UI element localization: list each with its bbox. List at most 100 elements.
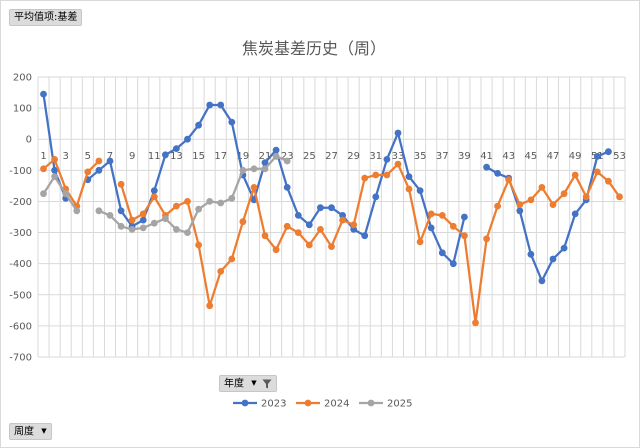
- x-tick-label: 3: [63, 151, 69, 162]
- data-point-2023: [549, 255, 557, 263]
- x-tick-label: 47: [547, 151, 560, 162]
- data-point-2024: [339, 216, 346, 224]
- data-point-2023: [427, 224, 435, 232]
- filter-icon: [262, 379, 272, 388]
- data-point-2025: [184, 229, 191, 237]
- data-point-2024: [516, 201, 524, 209]
- data-point-2025: [128, 226, 136, 233]
- x-tick-label: 35: [414, 151, 427, 162]
- data-point-2025: [239, 166, 247, 174]
- data-point-2025: [217, 199, 225, 207]
- data-point-2023: [184, 135, 191, 143]
- data-point-2024: [84, 168, 92, 176]
- data-point-2024: [328, 243, 335, 251]
- data-point-2024: [51, 156, 58, 163]
- data-point-2025: [283, 157, 291, 165]
- legend-marker-2023: [241, 399, 249, 407]
- data-point-2024: [261, 232, 269, 240]
- data-point-2024: [372, 171, 380, 179]
- data-point-2023: [605, 148, 612, 156]
- x-tick-label: 45: [524, 151, 537, 162]
- data-point-2025: [139, 224, 147, 232]
- legend-marker-2024: [304, 399, 312, 407]
- y-axis: 200 100 0 -100 -200 -300 -400 -500 -600 -700: [9, 73, 32, 364]
- x-tick-label: 37: [436, 151, 449, 162]
- series-2024: [40, 156, 623, 327]
- data-point-2023: [449, 260, 457, 268]
- y-tick-label: -200: [9, 197, 32, 208]
- data-point-2023: [438, 249, 446, 257]
- data-point-2024: [571, 171, 579, 179]
- data-point-2024: [505, 176, 513, 184]
- x-tick-label: 29: [347, 151, 360, 162]
- data-point-2025: [51, 173, 58, 181]
- data-point-2024: [438, 212, 446, 219]
- data-point-2023: [173, 145, 180, 153]
- data-point-2024: [184, 198, 191, 205]
- x-tick-label: 7: [107, 151, 113, 162]
- legend[interactable]: 2023 2024 2025: [233, 399, 412, 410]
- data-point-2024: [582, 193, 590, 201]
- data-point-2023: [317, 204, 324, 212]
- data-point-2024: [461, 232, 468, 240]
- data-point-2023: [51, 166, 58, 174]
- y-tick-label: 0: [26, 135, 32, 146]
- data-point-2023: [339, 212, 346, 219]
- data-point-2024: [593, 168, 601, 176]
- week-axis-field-label: 周度: [14, 426, 34, 438]
- x-tick-label: 27: [325, 151, 338, 162]
- data-point-2023: [394, 129, 402, 137]
- data-point-2023: [383, 156, 391, 163]
- data-point-2024: [206, 302, 214, 310]
- x-tick-label: 31: [369, 151, 382, 162]
- data-point-2024: [139, 210, 147, 218]
- data-point-2023: [150, 187, 158, 195]
- chart-title: 焦炭基差历史（周）: [242, 39, 386, 58]
- pivot-value-field-label: 平均值项:基差: [14, 12, 78, 23]
- legend-label-2024: 2024: [324, 399, 349, 410]
- data-point-2023: [461, 213, 468, 221]
- data-point-2023: [361, 232, 369, 240]
- y-tick-label: 100: [13, 104, 32, 115]
- x-tick-label: 19: [237, 151, 250, 162]
- data-point-2025: [117, 222, 125, 230]
- x-tick-label: 15: [192, 151, 205, 162]
- data-point-2023: [139, 216, 147, 224]
- data-point-2023: [416, 187, 424, 195]
- data-point-2023: [494, 170, 501, 177]
- dropdown-arrow-icon: ▼: [251, 379, 257, 387]
- week-axis-field-button[interactable]: 周度 ▼: [9, 423, 52, 440]
- data-point-2024: [228, 255, 236, 263]
- year-filter-button[interactable]: 年度 ▼: [219, 375, 277, 392]
- data-point-2023: [95, 166, 103, 174]
- data-point-2023: [372, 193, 380, 201]
- data-point-2023: [560, 244, 568, 252]
- x-tick-label: 39: [458, 151, 471, 162]
- data-point-2024: [150, 193, 158, 201]
- data-point-2024: [317, 226, 324, 233]
- data-point-2024: [383, 171, 391, 179]
- data-point-2024: [449, 222, 457, 230]
- data-point-2023: [117, 207, 125, 215]
- data-point-2023: [538, 277, 546, 285]
- legend-label-2023: 2023: [261, 399, 286, 410]
- data-point-2024: [549, 201, 557, 209]
- data-point-2024: [416, 238, 424, 246]
- y-tick-label: -600: [9, 321, 32, 332]
- x-tick-label: 25: [303, 151, 316, 162]
- pivot-value-field-button[interactable]: 平均值项:基差: [9, 9, 83, 26]
- series-2025: [40, 152, 291, 237]
- data-point-2024: [283, 222, 291, 230]
- data-point-2024: [250, 184, 258, 191]
- x-tick-label: 5: [85, 151, 91, 162]
- y-tick-label: -300: [9, 228, 32, 239]
- data-point-2025: [40, 190, 47, 198]
- data-point-2023: [305, 221, 313, 229]
- data-point-2024: [117, 180, 125, 188]
- data-point-2024: [217, 268, 225, 275]
- legend-label-2025: 2025: [387, 399, 412, 410]
- data-point-2023: [228, 118, 236, 126]
- x-tick-label: 43: [502, 151, 515, 162]
- data-point-2023: [593, 152, 601, 160]
- x-tick-label: 1: [40, 151, 46, 162]
